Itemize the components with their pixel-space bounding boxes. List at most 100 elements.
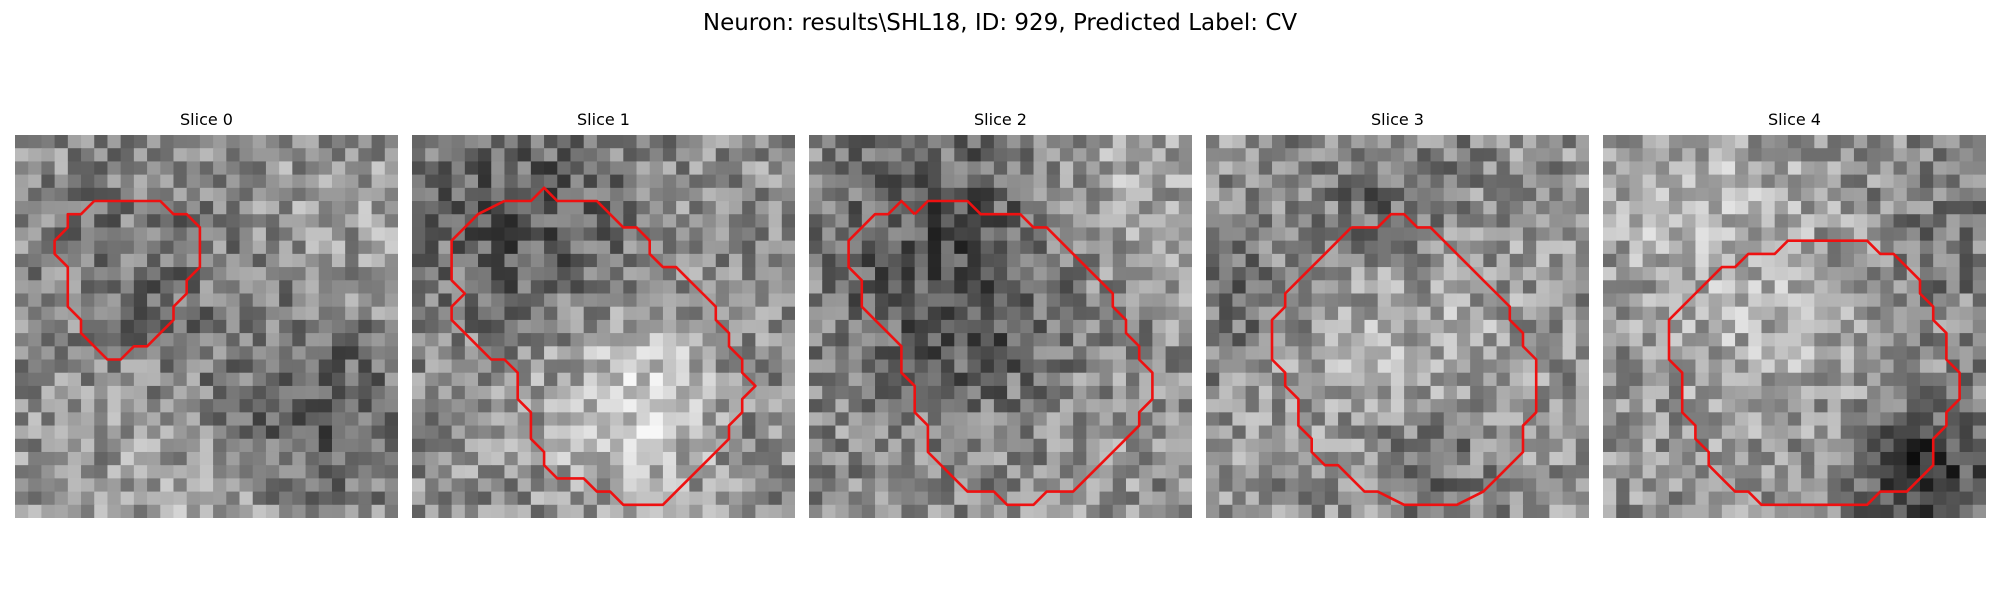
pixel (412, 161, 426, 176)
pixel (1959, 451, 1974, 466)
pixel (160, 267, 175, 281)
pixel (279, 451, 293, 466)
pixel (1007, 359, 1021, 374)
pixel (318, 293, 333, 308)
pixel (252, 174, 267, 189)
pixel (1272, 253, 1286, 268)
pixel (1430, 333, 1445, 347)
pixel (160, 346, 175, 361)
pixel (1603, 253, 1617, 268)
pixel (1774, 306, 1789, 321)
pixel (1311, 187, 1326, 202)
pixel (1748, 267, 1763, 281)
pixel (742, 478, 756, 493)
pixel (1033, 385, 1048, 400)
pixel (702, 280, 717, 295)
pixel (1933, 240, 1947, 255)
pixel (636, 187, 651, 202)
pixel (1669, 240, 1683, 255)
pixel (530, 359, 545, 374)
pixel (1298, 491, 1313, 506)
pixel (1073, 412, 1087, 427)
pixel (384, 306, 398, 321)
pixel (1827, 425, 1842, 440)
pixel (1827, 214, 1842, 229)
pixel (199, 346, 214, 361)
pixel (1351, 465, 1366, 479)
pixel (331, 451, 346, 466)
pixel (1840, 346, 1855, 361)
roi-outline (450, 186, 757, 507)
pixel (491, 227, 506, 242)
pixel (517, 491, 532, 506)
pixel (107, 438, 122, 453)
pixel (1867, 293, 1881, 308)
pixel (1603, 135, 1617, 149)
pixel (28, 280, 43, 295)
pixel (94, 187, 109, 202)
pixel (358, 293, 373, 308)
pixel (1748, 214, 1763, 229)
pixel (1272, 293, 1286, 308)
pixel (1232, 425, 1247, 440)
pixel (1258, 174, 1273, 189)
pixel (1642, 135, 1657, 149)
pixel (1853, 465, 1868, 479)
pixel (1125, 399, 1140, 413)
pixel (358, 504, 373, 518)
pixel (213, 465, 227, 479)
pixel (1033, 504, 1048, 518)
pixel (1178, 240, 1192, 255)
pixel (1152, 346, 1167, 361)
pixel (1298, 293, 1313, 308)
pixel (199, 319, 214, 334)
pixel (1893, 201, 1908, 215)
pixel (1629, 425, 1644, 440)
pixel (279, 319, 293, 334)
pixel (252, 306, 267, 321)
pixel (1470, 148, 1484, 163)
pixel (676, 253, 690, 268)
pixel (1853, 478, 1868, 493)
pixel (358, 319, 373, 334)
pixel (1761, 319, 1776, 334)
pixel (835, 174, 850, 189)
pixel (861, 412, 876, 427)
pixel (1919, 504, 1934, 518)
pixel (67, 438, 82, 453)
pixel (967, 187, 982, 202)
pixel (1642, 214, 1657, 229)
pixel (1483, 135, 1498, 149)
pixel (1774, 438, 1789, 453)
pixel (1906, 412, 1921, 427)
pixel (186, 148, 201, 163)
pixel (1285, 451, 1300, 466)
pixel (861, 174, 876, 189)
pixel (318, 412, 333, 427)
pixel (160, 161, 175, 176)
pixel (28, 504, 43, 518)
pixel (822, 359, 837, 374)
pixel (226, 280, 241, 295)
pixel (1827, 148, 1842, 163)
pixel (1364, 478, 1379, 493)
pixel (160, 425, 175, 440)
pixel (1549, 267, 1564, 281)
pixel (81, 478, 95, 493)
pixel (331, 201, 346, 215)
pixel (94, 478, 109, 493)
pixel (279, 491, 293, 506)
pixel (451, 372, 466, 387)
pixel (1152, 425, 1167, 440)
pixel (1073, 319, 1087, 334)
pixel (1972, 306, 1986, 321)
pixel (279, 385, 293, 400)
pixel (1774, 135, 1789, 149)
pixel (318, 425, 333, 440)
pixel (1364, 385, 1379, 400)
pixel (15, 201, 29, 215)
pixel (914, 227, 929, 242)
pixel (1616, 201, 1631, 215)
pixel (384, 148, 398, 163)
pixel (1351, 240, 1366, 255)
